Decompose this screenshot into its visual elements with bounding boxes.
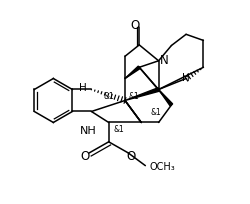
Polygon shape [125,88,159,101]
Text: NH: NH [80,125,96,135]
Text: &1: &1 [129,91,140,100]
Text: H: H [182,72,190,82]
Text: O: O [80,149,89,162]
Text: OCH₃: OCH₃ [149,161,175,171]
Text: &1: &1 [150,108,161,117]
Text: &1: &1 [103,91,114,100]
Text: O: O [130,19,140,31]
Text: &1: &1 [113,124,124,133]
Text: N: N [160,54,168,67]
Text: O: O [126,149,136,162]
Polygon shape [158,90,173,106]
Text: H: H [78,83,86,93]
Polygon shape [125,67,140,79]
